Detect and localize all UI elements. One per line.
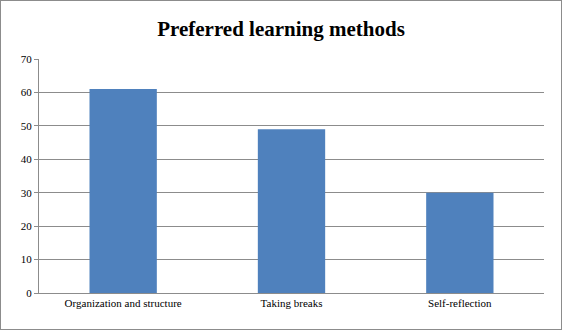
- svg-text:Preferred learning methods: Preferred learning methods: [157, 17, 405, 41]
- svg-text:Organization and structure: Organization and structure: [65, 297, 182, 309]
- svg-text:30: 30: [21, 187, 33, 199]
- svg-text:70: 70: [21, 53, 33, 65]
- svg-text:Taking breaks: Taking breaks: [261, 297, 323, 309]
- svg-text:10: 10: [21, 253, 33, 265]
- svg-text:Self-reflection: Self-reflection: [428, 297, 492, 309]
- svg-text:40: 40: [21, 153, 33, 165]
- svg-text:60: 60: [21, 86, 33, 98]
- svg-text:0: 0: [26, 287, 32, 299]
- svg-text:20: 20: [21, 220, 33, 232]
- svg-text:50: 50: [21, 120, 33, 132]
